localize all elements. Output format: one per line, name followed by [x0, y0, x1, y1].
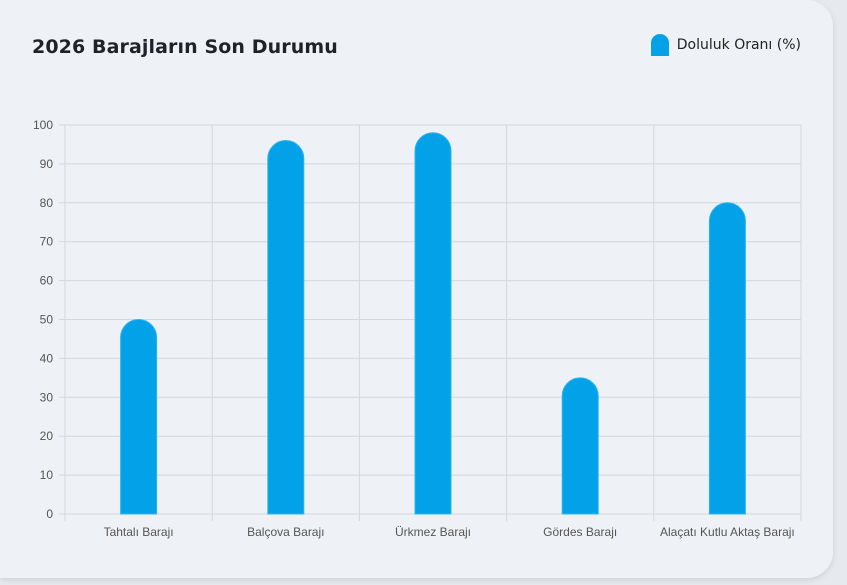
chart-legend[interactable]: Doluluk Oranı (%) — [650, 34, 801, 56]
y-tick-label: 40 — [40, 351, 54, 365]
y-tick-label: 0 — [46, 507, 53, 521]
chart-title: 2026 Barajların Son Durumu — [32, 36, 338, 58]
bar — [120, 319, 158, 515]
bar — [561, 377, 599, 515]
x-tick-label: Ürkmez Barajı — [395, 525, 471, 539]
y-tick-label: 90 — [40, 157, 54, 171]
y-tick-label: 80 — [40, 196, 54, 210]
y-tick-label: 20 — [40, 429, 54, 443]
x-tick-label: Gördes Barajı — [543, 525, 617, 539]
x-tick-label: Balçova Barajı — [247, 525, 324, 539]
y-tick-label: 10 — [40, 468, 54, 482]
x-tick-label: Tahtalı Barajı — [104, 525, 174, 539]
bar — [708, 202, 746, 515]
y-tick-label: 70 — [40, 235, 54, 249]
y-tick-label: 100 — [33, 118, 53, 132]
legend-label: Doluluk Oranı (%) — [676, 37, 801, 53]
x-tick-label: Alaçatı Kutlu Aktaş Barajı — [660, 525, 795, 539]
y-tick-label: 30 — [40, 390, 54, 404]
bar — [267, 140, 305, 515]
bar — [414, 132, 452, 515]
y-tick-label: 60 — [40, 274, 54, 288]
legend-swatch — [650, 34, 669, 56]
y-tick-label: 50 — [40, 313, 54, 327]
